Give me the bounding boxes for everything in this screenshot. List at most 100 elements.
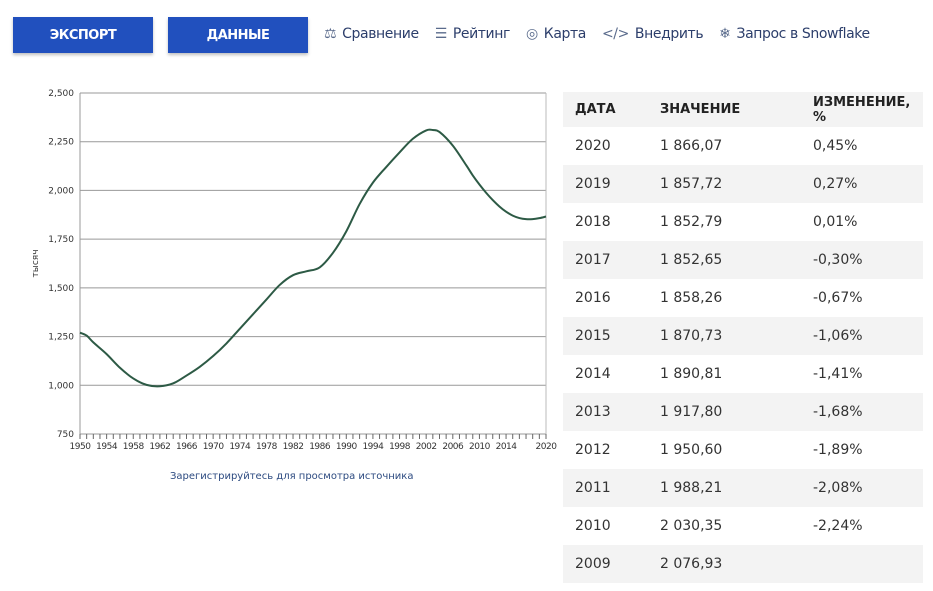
header-date: ДАТА bbox=[575, 102, 616, 117]
table-row: 2013 1 917,80 -1,68% bbox=[563, 393, 923, 431]
link-label: Запрос в Snowflake bbox=[736, 26, 871, 42]
table-row: 2009 2 076,93 bbox=[563, 545, 923, 583]
cell-date: 2017 bbox=[575, 252, 611, 268]
code-icon: </> bbox=[601, 26, 629, 42]
cell-change: -0,30% bbox=[813, 252, 863, 268]
x-tick-label: 1978 bbox=[256, 442, 278, 452]
globe-icon: ◎ bbox=[525, 26, 538, 42]
cell-date: 2020 bbox=[575, 138, 611, 154]
cell-change: 0,27% bbox=[813, 176, 858, 192]
x-tick-label: 2010 bbox=[469, 442, 491, 452]
x-tick-label: 1982 bbox=[283, 442, 304, 452]
export-button[interactable]: ЭКСПОРТ bbox=[13, 17, 153, 53]
scales-icon: ⚖ bbox=[324, 26, 337, 42]
toolbar-links: ⚖ Сравнение ☰ Рейтинг ◎ Карта </> Внедрить ❄… bbox=[324, 26, 870, 42]
y-axis-label: тысяч bbox=[31, 249, 41, 277]
y-tick-label: 1,500 bbox=[48, 284, 74, 294]
cell-value: 1 950,60 bbox=[660, 442, 723, 458]
table-row: 2014 1 890,81 -1,41% bbox=[563, 355, 923, 393]
cell-value: 1 988,21 bbox=[660, 480, 723, 496]
link-label: Рейтинг bbox=[452, 26, 511, 42]
cell-date: 2019 bbox=[575, 176, 611, 192]
cell-change: -2,24% bbox=[813, 518, 863, 534]
x-tick-label: 1958 bbox=[123, 442, 145, 452]
x-tick-label: 1950 bbox=[70, 442, 92, 452]
embed-link[interactable]: </> Внедрить bbox=[601, 26, 704, 42]
cell-value: 1 870,73 bbox=[660, 328, 723, 344]
cell-date: 2011 bbox=[575, 480, 611, 496]
ranking-link[interactable]: ☰ Рейтинг bbox=[434, 26, 511, 42]
compare-link[interactable]: ⚖ Сравнение bbox=[324, 26, 419, 42]
cell-date: 2018 bbox=[575, 214, 611, 230]
table-row: 2011 1 988,21 -2,08% bbox=[563, 469, 923, 507]
data-button[interactable]: ДАННЫЕ bbox=[168, 17, 308, 53]
source-link[interactable]: Зарегистрируйтесь для просмотра источник… bbox=[170, 471, 414, 482]
table-row: 2015 1 870,73 -1,06% bbox=[563, 317, 923, 355]
cell-value: 1 858,26 bbox=[660, 290, 723, 306]
x-tick-label: 1954 bbox=[96, 442, 118, 452]
x-tick-label: 1986 bbox=[309, 442, 331, 452]
cell-change: -1,68% bbox=[813, 404, 863, 420]
header-change: ИЗМЕНЕНИЕ, % bbox=[813, 94, 911, 125]
map-link[interactable]: ◎ Карта bbox=[526, 26, 586, 42]
x-tick-label: 2014 bbox=[496, 442, 518, 452]
cell-change: -1,41% bbox=[813, 366, 863, 382]
cell-date: 2009 bbox=[575, 556, 611, 572]
cell-date: 2010 bbox=[575, 518, 611, 534]
cell-value: 1 852,79 bbox=[660, 214, 723, 230]
y-tick-label: 2,000 bbox=[48, 186, 74, 196]
table-row: 2010 2 030,35 -2,24% bbox=[563, 507, 923, 545]
snowflake-link[interactable]: ❄ Запрос в Snowflake bbox=[719, 26, 870, 42]
cell-value: 1 852,65 bbox=[660, 252, 723, 268]
cell-value: 1 857,72 bbox=[660, 176, 723, 192]
cell-change: -1,06% bbox=[813, 328, 863, 344]
x-tick-label: 1962 bbox=[149, 442, 170, 452]
y-tick-label: 1,000 bbox=[48, 381, 74, 391]
y-tick-label: 1,750 bbox=[48, 235, 74, 245]
line-chart: 750 1,000 1,250 1,500 1,750 2,000 2,250 2,500 19… bbox=[31, 89, 558, 452]
cell-change: -1,89% bbox=[813, 442, 863, 458]
cell-change: -0,67% bbox=[813, 290, 863, 306]
y-tick-label: 2,500 bbox=[48, 89, 74, 99]
cell-date: 2015 bbox=[575, 328, 611, 344]
link-label: Внедрить bbox=[634, 26, 704, 42]
cell-date: 2016 bbox=[575, 290, 611, 306]
y-tick-label: 1,250 bbox=[48, 333, 74, 343]
snowflake-icon: ❄ bbox=[719, 26, 731, 42]
y-tick-label: 750 bbox=[57, 430, 74, 440]
x-tick-label: 1974 bbox=[229, 442, 251, 452]
x-tick-label: 1966 bbox=[176, 442, 198, 452]
cell-change: 0,01% bbox=[813, 214, 858, 230]
x-tick-label: 2020 bbox=[536, 442, 558, 452]
cell-change: 0,45% bbox=[813, 138, 858, 154]
cell-date: 2013 bbox=[575, 404, 611, 420]
link-label: Карта bbox=[543, 26, 587, 42]
x-tick-label: 1994 bbox=[362, 442, 384, 452]
list-icon: ☰ bbox=[434, 26, 448, 42]
table-header: ДАТА ЗНАЧЕНИЕ ИЗМЕНЕНИЕ, % bbox=[563, 92, 923, 127]
x-tick-label: 1970 bbox=[203, 442, 225, 452]
cell-date: 2012 bbox=[575, 442, 611, 458]
table-row: 2020 1 866,07 0,45% bbox=[563, 127, 923, 165]
table-row: 2017 1 852,65 -0,30% bbox=[563, 241, 923, 279]
x-tick-label: 2002 bbox=[416, 442, 437, 452]
table-row: 2016 1 858,26 -0,67% bbox=[563, 279, 923, 317]
cell-value: 1 917,80 bbox=[660, 404, 723, 420]
y-tick-label: 2,250 bbox=[48, 138, 74, 148]
data-table: ДАТА ЗНАЧЕНИЕ ИЗМЕНЕНИЕ, % 2020 1 866,07 0… bbox=[563, 92, 923, 583]
cell-value: 1 890,81 bbox=[660, 366, 723, 382]
cell-date: 2014 bbox=[575, 366, 611, 382]
series-line bbox=[79, 128, 547, 388]
table-row: 2019 1 857,72 0,27% bbox=[563, 165, 923, 203]
table-row: 2012 1 950,60 -1,89% bbox=[563, 431, 923, 469]
cell-value: 1 866,07 bbox=[660, 138, 723, 154]
cell-change: -2,08% bbox=[813, 480, 863, 496]
cell-value: 2 030,35 bbox=[660, 518, 723, 534]
header-value: ЗНАЧЕНИЕ bbox=[660, 102, 741, 117]
x-tick-label: 2006 bbox=[442, 442, 464, 452]
x-tick-label: 1990 bbox=[336, 442, 358, 452]
cell-value: 2 076,93 bbox=[660, 556, 723, 572]
x-tick-label: 1998 bbox=[389, 442, 411, 452]
table-row: 2018 1 852,79 0,01% bbox=[563, 203, 923, 241]
link-label: Сравнение bbox=[342, 26, 419, 42]
